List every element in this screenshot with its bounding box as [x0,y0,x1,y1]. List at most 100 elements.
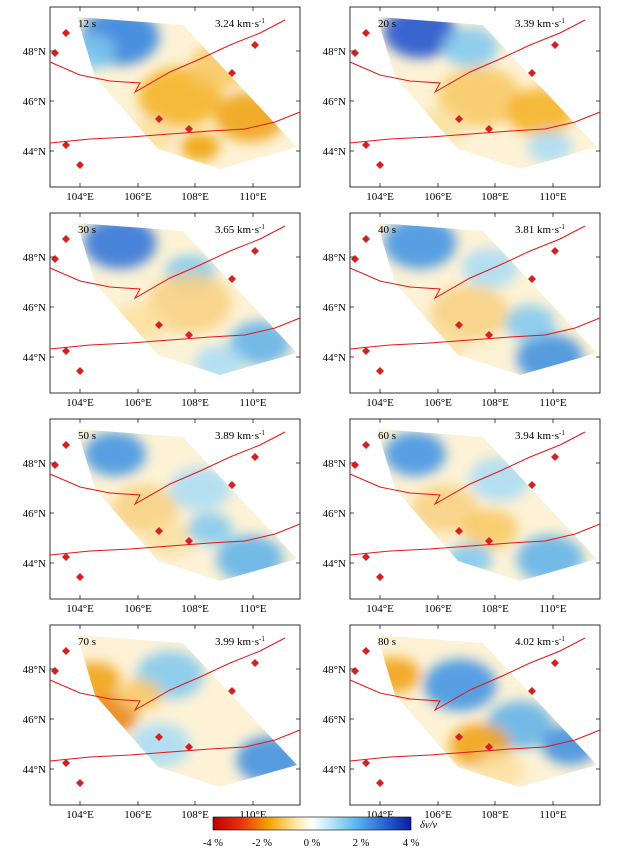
red-diamond-icon [76,367,84,375]
red-diamond-icon [362,235,370,243]
red-diamond-icon [51,255,59,263]
red-diamond-icon [362,647,370,655]
reference-velocity-label: 4.02 km·s-1 [515,635,565,648]
red-diamond-icon [62,553,70,561]
red-diamond-icon [155,115,163,123]
longitude-tick-label: 108°E [181,809,209,821]
red-diamond-icon [185,537,193,545]
red-diamond-icon [251,247,259,255]
latitude-tick-label: 46°N [23,96,46,108]
panel-frame [349,418,601,600]
red-diamond-icon [362,759,370,767]
red-diamond-icon [155,527,163,535]
red-diamond-icon [362,441,370,449]
red-diamond-icon [62,759,70,767]
longitude-tick-label: 108°E [481,397,509,409]
red-diamond-icon [228,687,236,695]
map-panel: 104°E 106°E 108°E 110°E 48°N 46°N 44°N 12 s 3.24… [23,6,301,203]
longitude-tick-label: 108°E [481,603,509,615]
period-label: 70 s [78,636,96,648]
longitude-tick-label: 106°E [124,191,152,203]
latitude-tick-label: 44°N [23,558,46,570]
red-diamond-icon [351,49,359,57]
latitude-tick-label: 48°N [323,46,346,58]
latitude-tick-label: 44°N [23,764,46,776]
fault-line [49,637,286,712]
red-diamond-icon [51,461,59,469]
red-diamond-icon [185,125,193,133]
red-diamond-icon [62,647,70,655]
colorbar: -4 % -2 % 0 % 2 % 4 % δv/v [203,816,437,849]
velocity-anomaly-field [77,223,297,375]
fault-line [49,111,301,144]
reference-velocity-label: 3.81 km·s-1 [515,223,565,236]
latitude-tick-label: 44°N [323,764,346,776]
red-diamond-icon [528,481,536,489]
longitude-tick-label: 106°E [424,603,452,615]
latitude-tick-label: 44°N [323,146,346,158]
red-diamond-icon [455,527,463,535]
red-diamond-icon [551,247,559,255]
fault-line [49,729,301,762]
fault-line [49,225,286,300]
red-diamond-icon [376,367,384,375]
longitude-tick-label: 108°E [481,191,509,203]
latitude-tick-label: 46°N [323,302,346,314]
red-diamond-icon [351,255,359,263]
red-diamond-icon [376,161,384,169]
longitude-tick-label: 110°E [539,603,566,615]
longitude-tick-label: 108°E [181,191,209,203]
period-label: 40 s [378,224,396,236]
longitude-tick-label: 110°E [539,191,566,203]
period-label: 12 s [78,18,96,30]
longitude-tick-label: 106°E [424,191,452,203]
panel-frame [349,212,601,394]
period-label: 80 s [378,636,396,648]
latitude-tick-label: 48°N [23,252,46,264]
latitude-tick-label: 46°N [323,96,346,108]
map-panel: 104°E 106°E 108°E 110°E 48°N 46°N 44°N 30 s 3.65… [23,212,301,409]
velocity-anomaly-field [77,429,297,581]
latitude-tick-label: 46°N [323,508,346,520]
red-diamond-icon [376,573,384,581]
reference-velocity-label: 3.39 km·s-1 [515,17,565,30]
red-diamond-icon [455,733,463,741]
colorbar-gradient [212,816,412,831]
red-diamond-icon [51,667,59,675]
fault-line [349,523,601,556]
red-diamond-icon [485,331,493,339]
latitude-tick-label: 48°N [323,252,346,264]
longitude-tick-label: 110°E [539,397,566,409]
latitude-tick-label: 46°N [23,714,46,726]
longitude-tick-label: 104°E [366,191,394,203]
longitude-tick-label: 110°E [239,603,266,615]
map-panel: 104°E 106°E 108°E 110°E 48°N 46°N 44°N 60 s 3.94… [323,418,601,615]
red-diamond-icon [528,275,536,283]
longitude-tick-label: 106°E [424,397,452,409]
red-diamond-icon [351,667,359,675]
red-diamond-icon [551,659,559,667]
colorbar-label: δv/v [420,820,437,831]
fault-line [349,729,601,762]
latitude-tick-label: 48°N [23,664,46,676]
longitude-tick-label: 108°E [181,603,209,615]
red-diamond-icon [485,537,493,545]
red-diamond-icon [251,453,259,461]
period-label: 50 s [78,430,96,442]
longitude-tick-label: 104°E [366,397,394,409]
red-diamond-icon [76,779,84,787]
panel-frame [349,624,601,806]
red-diamond-icon [62,235,70,243]
red-diamond-icon [251,659,259,667]
period-label: 30 s [78,224,96,236]
red-diamond-icon [485,743,493,751]
panel-frame [49,624,301,806]
red-diamond-icon [251,41,259,49]
red-diamond-icon [362,347,370,355]
fault-line [349,317,601,350]
velocity-anomaly-field [377,223,597,375]
reference-velocity-label: 3.94 km·s-1 [515,429,565,442]
red-diamond-icon [362,29,370,37]
red-diamond-icon [51,49,59,57]
